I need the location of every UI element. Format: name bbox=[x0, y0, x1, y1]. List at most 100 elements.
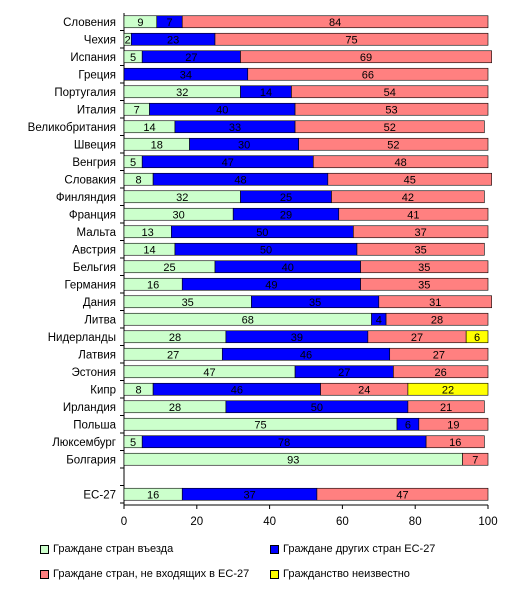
category-label: Люксембург bbox=[52, 437, 116, 449]
data-label: 7 bbox=[472, 454, 478, 466]
data-label: 40 bbox=[282, 262, 294, 274]
category-label: Чехия bbox=[84, 34, 116, 46]
x-tick-label: 80 bbox=[409, 516, 422, 528]
data-label: 26 bbox=[435, 367, 447, 379]
category-label: Дания bbox=[83, 297, 116, 309]
category-label: Болгария bbox=[66, 454, 116, 466]
bar-segment bbox=[294, 120, 485, 134]
data-label: 13 bbox=[142, 227, 154, 239]
data-label: 5 bbox=[130, 157, 136, 169]
category-label: Швеция bbox=[74, 139, 116, 151]
category-label: Германия bbox=[64, 279, 116, 291]
data-label: 6 bbox=[474, 332, 480, 344]
bar-segment bbox=[181, 15, 489, 29]
data-label: 5 bbox=[130, 52, 136, 64]
data-label: 8 bbox=[135, 174, 141, 186]
data-label: 53 bbox=[385, 104, 397, 116]
data-label: 78 bbox=[278, 437, 290, 449]
category-label: Венгрия bbox=[72, 157, 116, 169]
data-label: 93 bbox=[287, 454, 299, 466]
bar-segment bbox=[331, 190, 485, 204]
data-label: 27 bbox=[433, 349, 445, 361]
data-label: 49 bbox=[265, 279, 277, 291]
data-label: 37 bbox=[415, 227, 427, 239]
data-label: 35 bbox=[182, 297, 194, 309]
bar-segment bbox=[393, 365, 489, 379]
bar-segment bbox=[298, 137, 489, 151]
category-label: Нидерланды bbox=[48, 332, 116, 344]
data-label: 48 bbox=[234, 174, 246, 186]
category-label: Греция bbox=[78, 69, 116, 81]
data-label: 6 bbox=[405, 419, 411, 431]
data-label: 27 bbox=[411, 332, 423, 344]
bar-segment bbox=[360, 277, 489, 291]
data-label: 47 bbox=[396, 489, 408, 501]
category-label: Словения bbox=[63, 17, 116, 29]
bar-segment bbox=[214, 32, 489, 46]
data-label: 40 bbox=[216, 104, 228, 116]
data-label: 75 bbox=[345, 34, 357, 46]
data-label: 33 bbox=[229, 122, 241, 134]
bar-segment bbox=[312, 155, 489, 169]
data-label: 35 bbox=[309, 297, 321, 309]
bar-segment bbox=[291, 85, 489, 99]
data-label: 42 bbox=[402, 192, 414, 204]
category-label: ЕС-27 bbox=[83, 489, 116, 501]
bar-segment bbox=[327, 172, 492, 186]
data-label: 32 bbox=[176, 192, 188, 204]
category-label: Финляндия bbox=[56, 192, 116, 204]
data-label: 35 bbox=[418, 262, 430, 274]
data-label: 18 bbox=[151, 139, 163, 151]
bar-segment bbox=[462, 452, 489, 466]
category-label: Португалия bbox=[54, 87, 116, 99]
category-label: Италия bbox=[77, 104, 116, 116]
data-label: 66 bbox=[362, 69, 374, 81]
data-label: 52 bbox=[387, 139, 399, 151]
bar-segment bbox=[407, 400, 485, 414]
bar-segment bbox=[353, 225, 489, 239]
x-tick-label: 20 bbox=[190, 516, 203, 528]
data-label: 50 bbox=[311, 402, 323, 414]
x-tick-label: 40 bbox=[263, 516, 276, 528]
category-label: Бельгия bbox=[73, 262, 116, 274]
data-label: 39 bbox=[291, 332, 303, 344]
category-label: Литва bbox=[84, 314, 116, 326]
data-label: 69 bbox=[360, 52, 372, 64]
data-label: 28 bbox=[169, 402, 181, 414]
bar-segment bbox=[378, 295, 492, 309]
category-label: Латвия bbox=[78, 349, 116, 361]
data-label: 30 bbox=[238, 139, 250, 151]
bar-segment bbox=[360, 260, 489, 274]
category-label: Кипр bbox=[90, 384, 116, 396]
category-label: Испания bbox=[70, 52, 116, 64]
x-tick-label: 0 bbox=[121, 516, 127, 528]
data-label: 23 bbox=[167, 34, 179, 46]
bar-segment bbox=[316, 487, 489, 501]
category-label: Эстония bbox=[71, 367, 116, 379]
data-label: 14 bbox=[143, 122, 155, 134]
data-label: 28 bbox=[169, 332, 181, 344]
bar-segment bbox=[240, 50, 492, 64]
data-label: 41 bbox=[407, 209, 419, 221]
data-label: 84 bbox=[329, 17, 341, 29]
data-label: 22 bbox=[442, 384, 454, 396]
category-label: Австрия bbox=[72, 244, 116, 256]
category-label: Великобритания bbox=[28, 122, 116, 134]
data-label: 47 bbox=[222, 157, 234, 169]
data-label: 45 bbox=[404, 174, 416, 186]
data-label: 27 bbox=[167, 349, 179, 361]
data-label: 7 bbox=[166, 17, 172, 29]
bar-segment bbox=[338, 207, 489, 221]
data-label: 5 bbox=[130, 437, 136, 449]
bar-segment bbox=[356, 242, 485, 256]
data-label: 21 bbox=[440, 402, 452, 414]
bar-segment bbox=[247, 67, 489, 81]
data-label: 46 bbox=[300, 349, 312, 361]
data-label: 37 bbox=[243, 489, 255, 501]
data-label: 14 bbox=[260, 87, 272, 99]
data-label: 29 bbox=[280, 209, 292, 221]
data-label: 25 bbox=[280, 192, 292, 204]
bar-segment bbox=[385, 312, 489, 326]
data-label: 35 bbox=[418, 279, 430, 291]
